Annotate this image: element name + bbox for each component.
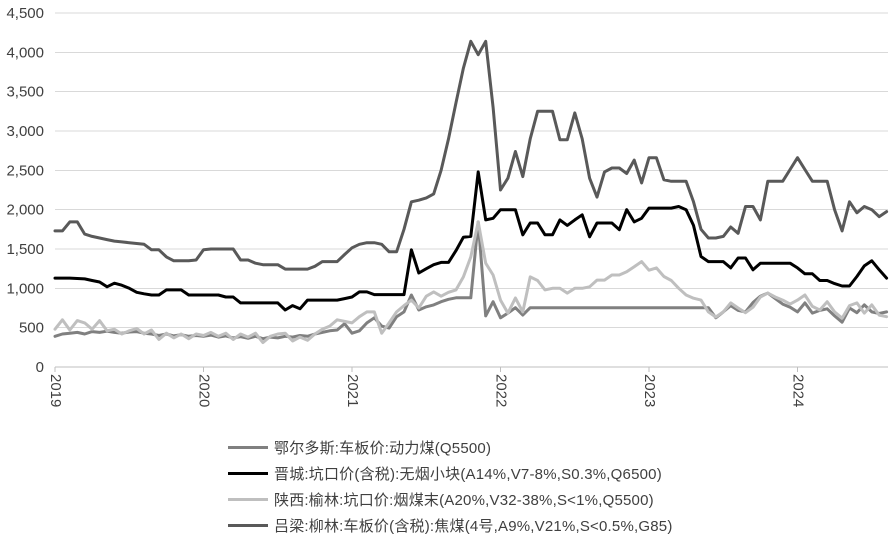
series-line-3 xyxy=(53,39,889,271)
y-axis-label: 2,500 xyxy=(6,162,44,179)
x-axis-label: 2021 xyxy=(344,374,361,407)
y-axis-label: 2,000 xyxy=(6,202,44,219)
x-axis-label: 2023 xyxy=(641,374,658,407)
legend-label: 陕西:榆林:坑口价:烟煤末(A20%,V32-38%,S<1%,Q5500) xyxy=(274,491,654,509)
series-line-1 xyxy=(53,170,889,312)
y-axis-label: 3,000 xyxy=(6,123,44,140)
chart-legend: 鄂尔多斯:车板价:动力煤(Q5500) 晋城:坑口价(含税):无烟小块(A14%… xyxy=(228,434,673,538)
x-axis-label: 2024 xyxy=(790,374,807,407)
y-axis-label: 500 xyxy=(19,320,44,337)
y-axis-label: 0 xyxy=(36,359,44,376)
y-axis-label: 1,500 xyxy=(6,241,44,258)
y-axis-label: 1,000 xyxy=(6,280,44,297)
legend-item-eerduosi: 鄂尔多斯:车板价:动力煤(Q5500) xyxy=(228,434,673,460)
x-axis-label: 2020 xyxy=(196,374,213,407)
legend-item-lvliang: 吕梁:柳林:车板价(含税):焦煤(4号,A9%,V21%,S<0.5%,G85) xyxy=(228,512,673,538)
legend-line-swatch-icon xyxy=(228,497,268,501)
legend-label: 鄂尔多斯:车板价:动力煤(Q5500) xyxy=(274,439,492,457)
y-axis-label: 4,500 xyxy=(6,5,44,22)
y-axis-label: 4,000 xyxy=(6,44,44,61)
legend-line-swatch-icon xyxy=(228,445,268,449)
legend-line-swatch-icon xyxy=(228,471,268,475)
legend-item-shaanxi: 陕西:榆林:坑口价:烟煤末(A20%,V32-38%,S<1%,Q5500) xyxy=(228,486,673,512)
x-axis-label: 2022 xyxy=(493,374,510,407)
series-line-2 xyxy=(53,220,889,345)
legend-line-swatch-icon xyxy=(228,523,268,527)
legend-label: 晋城:坑口价(含税):无烟小块(A14%,V7-8%,S0.3%,Q6500) xyxy=(274,465,662,483)
x-axis-label: 2019 xyxy=(47,374,64,407)
y-axis-label: 3,500 xyxy=(6,84,44,101)
legend-label: 吕梁:柳林:车板价(含税):焦煤(4号,A9%,V21%,S<0.5%,G85) xyxy=(274,517,673,535)
series-line-0 xyxy=(53,220,889,341)
legend-item-jincheng: 晋城:坑口价(含税):无烟小块(A14%,V7-8%,S0.3%,Q6500) xyxy=(228,460,673,486)
